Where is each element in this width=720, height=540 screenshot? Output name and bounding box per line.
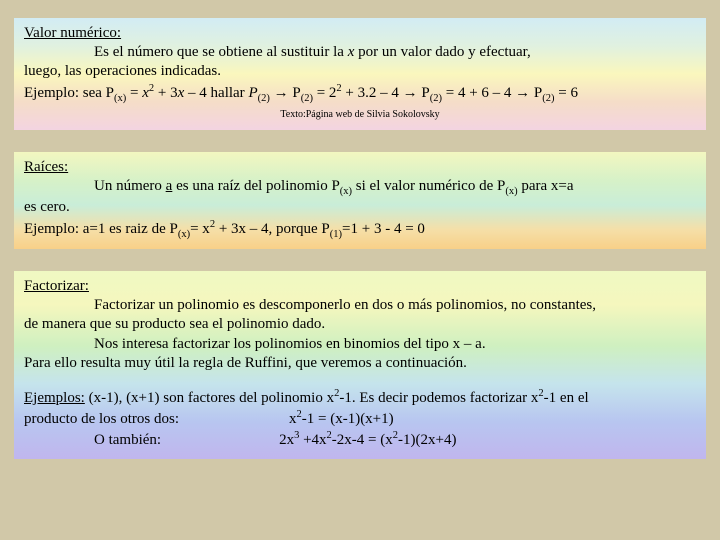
example-line: Ejemplo: a=1 es raiz de P(x)= x2 + 3x – … (24, 218, 696, 241)
line-2: es cero. (24, 198, 696, 217)
line-2: de manera que su producto sea el polinom… (24, 315, 696, 334)
line-1: Factorizar un polinomio es descomponerlo… (24, 296, 696, 315)
line-1: Es el número que se obtiene al sustituir… (24, 43, 696, 62)
card-title: Factorizar: (24, 277, 696, 296)
spacer (24, 373, 696, 387)
title-text: Valor numérico: (24, 25, 121, 41)
raices-card: Raíces: Un número a es una raíz del poli… (14, 152, 706, 249)
title-text: Factorizar: (24, 278, 89, 294)
card-title: Valor numérico: (24, 24, 696, 43)
line-3: Nos interesa factorizar los polinomios e… (24, 335, 696, 354)
card-title: Raíces: (24, 158, 696, 177)
line-2: luego, las operaciones indicadas. (24, 62, 696, 81)
factorizar-card: Factorizar: Factorizar un polinomio es d… (14, 271, 706, 459)
example-line: Ejemplo: sea P(x) = x2 + 3x – 4 hallar P… (24, 82, 696, 105)
ejemplos-line-1: Ejemplos: (x-1), (x+1) son factores del … (24, 387, 696, 408)
valor-numerico-card: Valor numérico: Es el número que se obti… (14, 18, 706, 130)
line-4: Para ello resulta muy útil la regla de R… (24, 354, 696, 373)
ejemplos-line-3: O también:2x3 +4x2-2x-4 = (x2-1)(2x+4) (24, 429, 696, 450)
title-text: Raíces: (24, 159, 68, 175)
ejemplos-line-2: producto de los otros dos:x2-1 = (x-1)(x… (24, 408, 696, 429)
line-1: Un número a es una raíz del polinomio P(… (24, 177, 696, 198)
credit-text: Texto:Página web de Silvia Sokolovsky (24, 109, 696, 122)
